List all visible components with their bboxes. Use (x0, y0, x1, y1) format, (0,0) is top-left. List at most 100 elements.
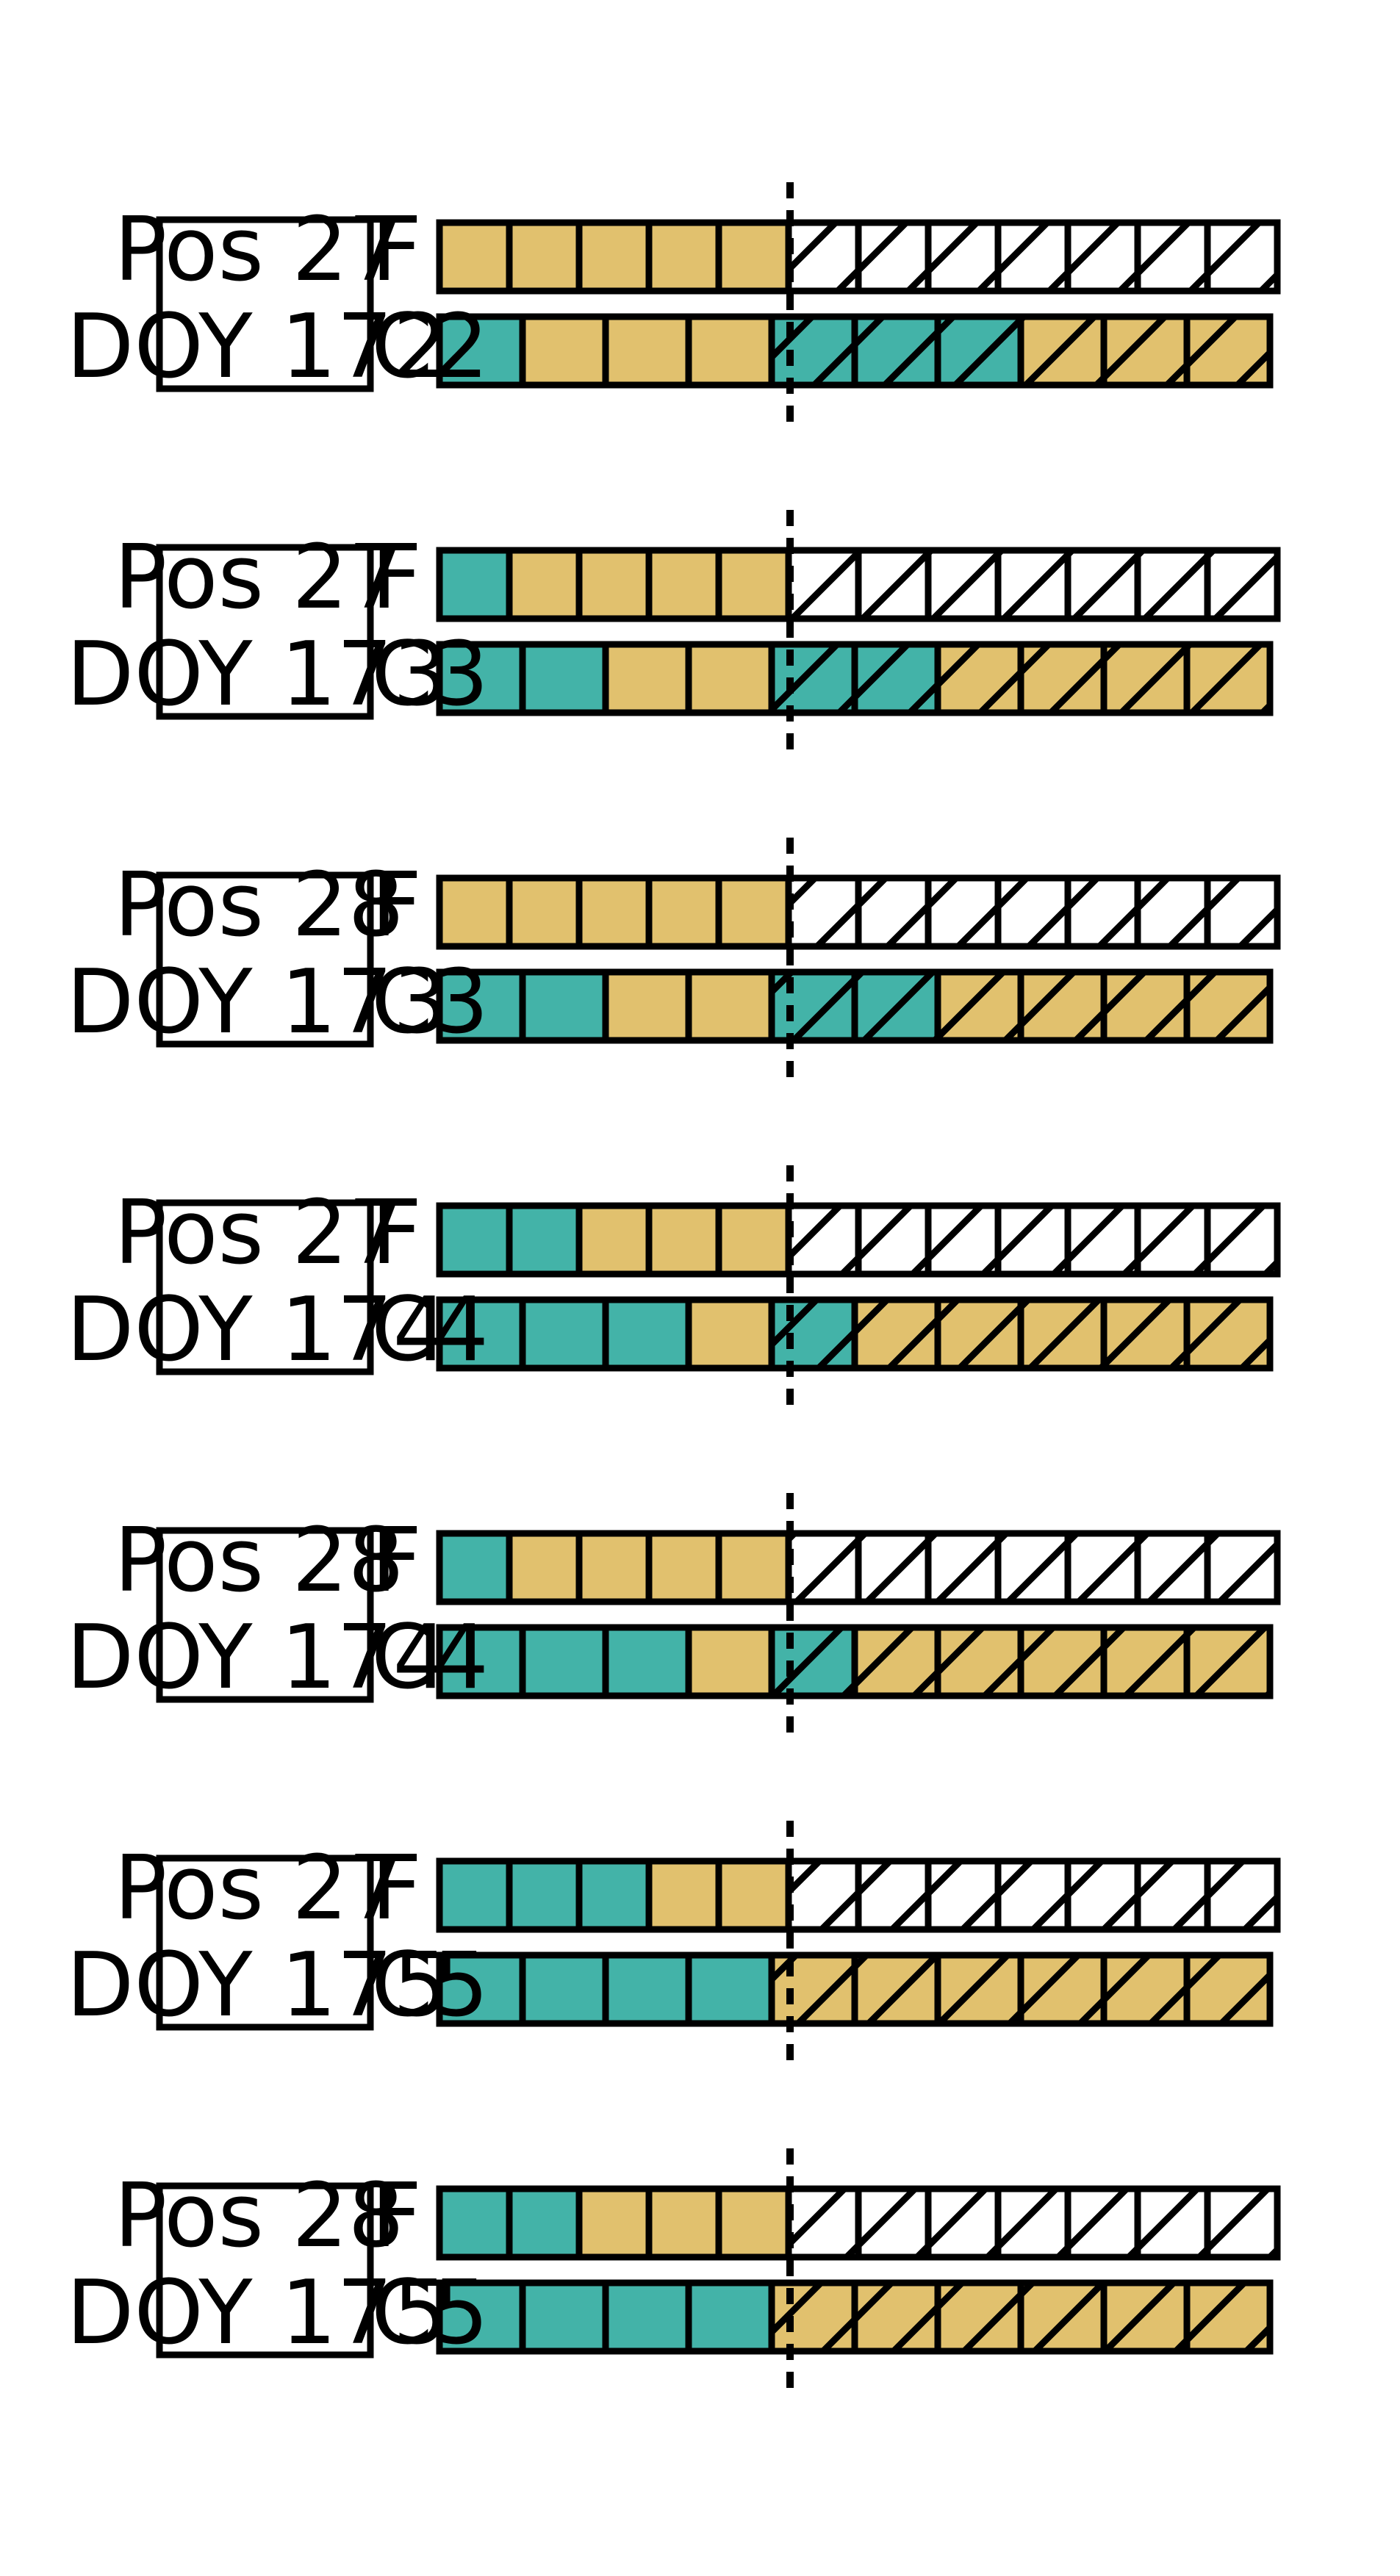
top-row-cell-4 (715, 2185, 792, 2261)
top-row-hatch-10 (1134, 219, 1211, 295)
label-line1: Pos 28 (114, 1510, 404, 1612)
top-row-hatch-8 (994, 1530, 1071, 1605)
top-row (436, 1857, 1281, 1933)
bottom-row (436, 1296, 1274, 1372)
bottom-row-cell-3 (685, 968, 775, 1044)
label-line1: Pos 27 (114, 1182, 404, 1284)
top-row-hatch-10 (1134, 1530, 1211, 1605)
top-row-cell-0 (436, 2185, 513, 2261)
bottom-row-hatch-4 (768, 1296, 858, 1372)
bottom-row-cell-1 (519, 2279, 609, 2355)
label-box (156, 2182, 374, 2359)
top-row-hatch-6 (855, 547, 932, 622)
top-row-hatch-5 (785, 547, 862, 622)
bottom-row-code: C5 (371, 2262, 489, 2364)
top-row (436, 2185, 1281, 2261)
top-row-hatch-7 (925, 874, 1002, 950)
top-row (436, 1202, 1281, 1278)
label-line1: Pos 27 (114, 199, 404, 301)
top-row-cell-2 (575, 874, 653, 950)
bottom-row-code: C4 (371, 1607, 489, 1709)
bottom-row-code: C4 (371, 1279, 489, 1381)
top-row-hatch-7 (925, 1857, 1002, 1933)
bottom-row-hatch-8 (1100, 1951, 1191, 2027)
label-box (156, 544, 374, 720)
top-row-hatch-9 (1064, 1202, 1141, 1278)
top-row-code: F (371, 1182, 422, 1284)
top-row-hatch-7 (925, 1202, 1002, 1278)
bottom-row-cell-1 (519, 1624, 609, 1699)
bottom-row-cell-2 (602, 1951, 692, 2027)
top-row-hatch-10 (1134, 2185, 1211, 2261)
top-row-cell-2 (575, 219, 653, 295)
bottom-row-cell-0 (436, 1296, 526, 1372)
bottom-row-cell-3 (685, 1296, 775, 1372)
top-row-cell-1 (506, 1202, 583, 1278)
bottom-row-hatch-8 (1100, 1624, 1191, 1699)
top-row-cell-3 (645, 1202, 722, 1278)
top-row-hatch-6 (855, 1857, 932, 1933)
top-row-hatch-7 (925, 1530, 1002, 1605)
top-row-hatch-8 (994, 2185, 1071, 2261)
bottom-row-cell-0 (436, 1624, 526, 1699)
top-row-cell-2 (575, 1857, 653, 1933)
top-row (436, 547, 1281, 622)
top-row-hatch-11 (1204, 1530, 1281, 1605)
top-row-hatch-6 (855, 1202, 932, 1278)
top-row (436, 874, 1281, 950)
top-row-cell-1 (506, 1857, 583, 1933)
bottom-row-hatch-8 (1100, 968, 1191, 1044)
bottom-row-hatch-7 (1017, 1296, 1108, 1372)
top-row-cell-1 (506, 874, 583, 950)
bottom-row-cell-1 (519, 1296, 609, 1372)
bottom-row-hatch-7 (1017, 641, 1108, 716)
bottom-row-hatch-6 (934, 2279, 1024, 2355)
top-row-hatch-11 (1204, 1202, 1281, 1278)
bottom-row-cell-2 (602, 1296, 692, 1372)
top-row-cell-0 (436, 1530, 513, 1605)
bottom-row-code: C2 (371, 296, 489, 398)
bottom-row-hatch-9 (1183, 1296, 1274, 1372)
label-box (156, 871, 374, 1048)
bottom-row-hatch-9 (1183, 1624, 1274, 1699)
label-line2: DOY 173 (66, 951, 449, 1054)
bottom-row-hatch-6 (934, 1951, 1024, 2027)
top-row-cell-2 (575, 2185, 653, 2261)
top-row-hatch-9 (1064, 1857, 1141, 1933)
top-row-hatch-5 (785, 874, 862, 950)
top-row-code: F (371, 1838, 422, 1940)
bottom-row-hatch-7 (1017, 1624, 1108, 1699)
label-line2: DOY 173 (66, 624, 449, 726)
top-row-hatch-5 (785, 2185, 862, 2261)
bottom-row-hatch-7 (1017, 313, 1108, 389)
top-row-cell-4 (715, 874, 792, 950)
top-row-cell-1 (506, 547, 583, 622)
bottom-row-hatch-8 (1100, 2279, 1191, 2355)
label-line1: Pos 27 (114, 527, 404, 629)
top-row (436, 219, 1281, 295)
bottom-row-cell-0 (436, 313, 526, 389)
bottom-row-hatch-7 (1017, 968, 1108, 1044)
top-row-hatch-8 (994, 219, 1071, 295)
top-row-cell-2 (575, 547, 653, 622)
top-row-cell-4 (715, 219, 792, 295)
top-row-cell-3 (645, 547, 722, 622)
label-line2: DOY 174 (66, 1607, 449, 1709)
bottom-row-cell-1 (519, 1951, 609, 2027)
top-row-cell-3 (645, 874, 722, 950)
bottom-row-hatch-7 (1017, 2279, 1108, 2355)
label-line1: Pos 28 (114, 2165, 404, 2267)
bottom-row-cell-3 (685, 313, 775, 389)
top-row-hatch-9 (1064, 547, 1141, 622)
top-row-hatch-6 (855, 219, 932, 295)
bottom-row-hatch-8 (1100, 641, 1191, 716)
top-row-cell-0 (436, 219, 513, 295)
bottom-row (436, 1951, 1274, 2027)
label-box (156, 1527, 374, 1703)
bottom-row-hatch-4 (768, 1624, 858, 1699)
bottom-row-cell-3 (685, 641, 775, 716)
top-row-cell-3 (645, 1857, 722, 1933)
